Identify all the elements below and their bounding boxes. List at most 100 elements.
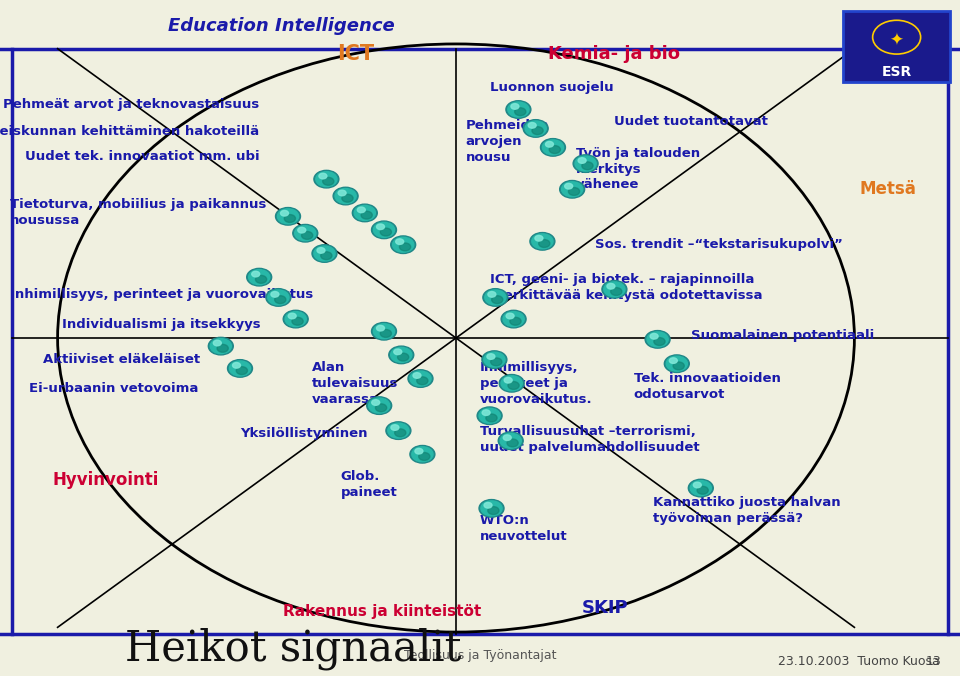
Circle shape [292,317,303,325]
Circle shape [481,501,502,516]
Text: Suomalainen potentiaali: Suomalainen potentiaali [691,329,875,343]
Circle shape [503,435,512,441]
Circle shape [532,234,553,249]
Text: Uudet tek. innovaatiot mm. ubi: Uudet tek. innovaatiot mm. ubi [25,150,259,164]
Circle shape [354,206,375,220]
Text: Inhimillisyys,
perinteet ja
vuorovaikutus.: Inhimillisyys, perinteet ja vuorovaikutu… [480,362,592,406]
Text: Kemia- ja bio: Kemia- ja bio [548,45,681,63]
Circle shape [295,226,316,241]
Circle shape [373,324,395,339]
Text: Luonnon suojelu: Luonnon suojelu [490,81,613,95]
Circle shape [545,141,554,147]
Text: Inhimillisyys, perinteet ja vuorovaikutus: Inhimillisyys, perinteet ja vuorovaikutu… [10,287,313,301]
Circle shape [508,102,529,117]
Circle shape [486,414,497,422]
Circle shape [276,208,300,225]
Circle shape [666,356,687,371]
Circle shape [357,207,366,213]
Text: Glob.
paineet: Glob. paineet [341,470,397,499]
Circle shape [664,355,689,372]
Circle shape [252,271,260,277]
Circle shape [342,194,353,202]
Circle shape [338,190,347,196]
Text: 13: 13 [925,654,941,668]
Text: Yksilöllistyminen: Yksilöllistyminen [240,427,368,441]
Circle shape [229,361,251,376]
Circle shape [650,333,659,339]
Circle shape [484,352,505,367]
Text: Teollisuus ja Työnantajat: Teollisuus ja Työnantajat [404,649,556,662]
Circle shape [604,282,625,297]
Circle shape [500,433,521,448]
FancyBboxPatch shape [843,11,950,82]
Circle shape [361,211,372,219]
Circle shape [217,344,228,352]
Circle shape [673,362,684,370]
Circle shape [410,371,431,386]
Text: Ei-urbaanin vetovoima: Ei-urbaanin vetovoima [29,382,198,395]
Circle shape [397,353,409,361]
Text: Heikot signaalit: Heikot signaalit [125,628,461,670]
Circle shape [525,121,546,136]
Circle shape [393,237,414,252]
Circle shape [373,222,395,237]
Circle shape [271,291,279,297]
Circle shape [515,107,526,116]
Circle shape [508,381,519,389]
Circle shape [504,377,513,383]
Circle shape [316,172,337,187]
Circle shape [293,224,318,242]
Circle shape [693,482,702,488]
Circle shape [560,180,585,198]
Circle shape [288,313,297,319]
Text: Kannattiko juosta halvan
työvoiman perässä?: Kannattiko juosta halvan työvoiman peräs… [653,496,840,525]
Text: Aktiiviset eläkeläiset: Aktiiviset eläkeläiset [43,353,201,366]
Circle shape [562,182,583,197]
Circle shape [611,287,622,295]
Circle shape [232,362,241,368]
Circle shape [395,429,406,437]
Circle shape [367,397,392,414]
Circle shape [301,231,313,239]
Circle shape [275,295,286,304]
Circle shape [542,140,564,155]
Circle shape [491,358,502,366]
Text: Metsä: Metsä [859,180,916,198]
Circle shape [268,290,289,305]
Circle shape [568,187,580,195]
Circle shape [690,481,711,496]
Circle shape [578,158,587,164]
Text: ESR: ESR [881,66,912,79]
Text: 23.10.2003  Tuomo Kuosa: 23.10.2003 Tuomo Kuosa [778,654,939,668]
Circle shape [510,317,521,325]
Circle shape [284,214,296,222]
Circle shape [503,312,524,327]
Circle shape [210,339,231,354]
Circle shape [394,349,402,355]
Text: Pehmeiden
arvojen
nousu: Pehmeiden arvojen nousu [466,120,549,164]
Circle shape [487,354,495,360]
Circle shape [647,332,668,347]
Circle shape [506,101,531,118]
Circle shape [479,408,500,423]
Circle shape [501,376,522,391]
Circle shape [506,313,515,319]
Text: Hyvinvointi: Hyvinvointi [53,471,159,489]
Circle shape [386,422,411,439]
Circle shape [499,375,524,392]
Circle shape [549,145,561,153]
Circle shape [501,310,526,328]
Circle shape [488,506,499,514]
Circle shape [582,162,593,170]
Circle shape [314,170,339,188]
Circle shape [410,445,435,463]
Text: Alan
tulevaisuus
vaarassa: Alan tulevaisuus vaarassa [312,362,398,406]
Circle shape [482,351,507,368]
Text: Tietoturva, mobiilius ja paikannus
nousussa: Tietoturva, mobiilius ja paikannus nousu… [10,199,266,227]
Circle shape [697,486,708,494]
Circle shape [391,425,399,431]
Circle shape [314,246,335,261]
Circle shape [482,410,491,416]
Circle shape [376,224,385,230]
Circle shape [607,283,615,289]
